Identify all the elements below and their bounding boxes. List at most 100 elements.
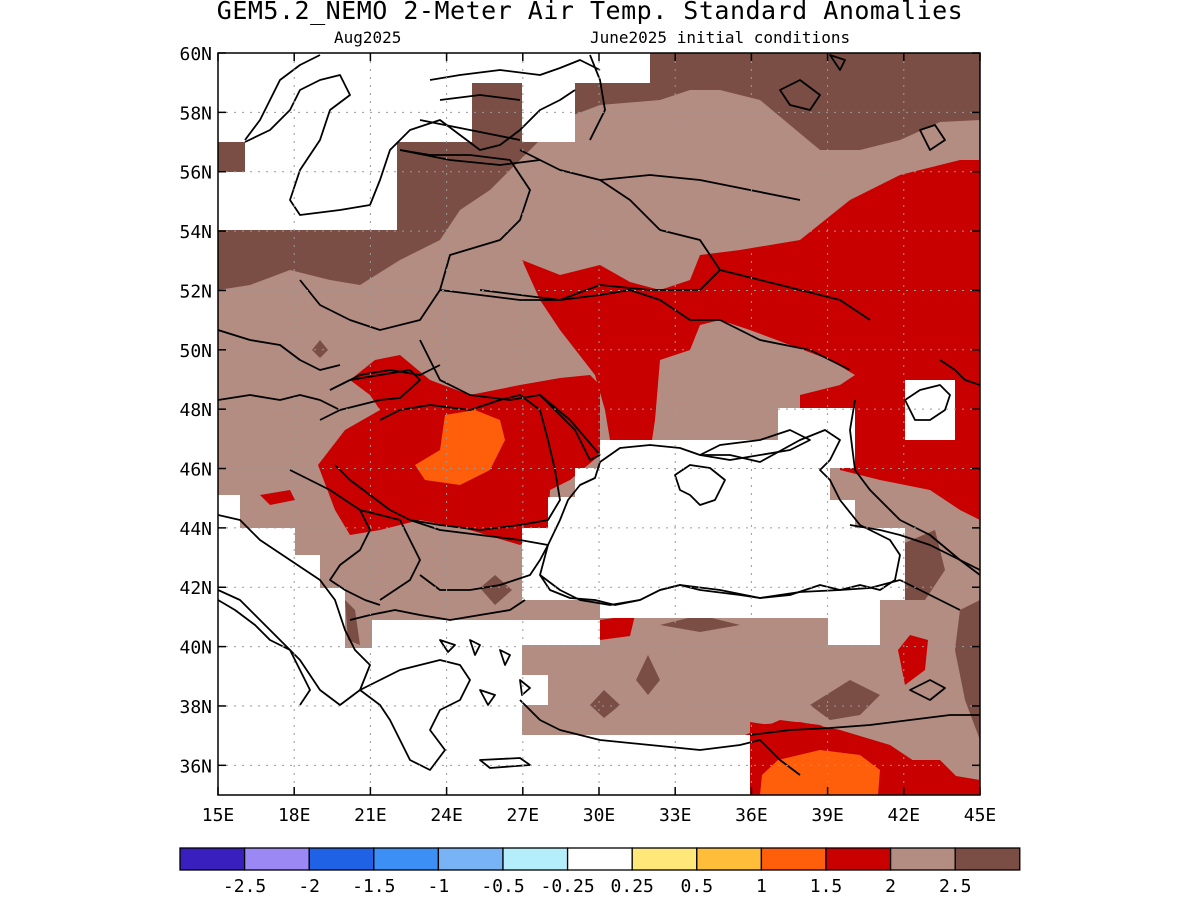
x-tick-label: 15E [202, 805, 235, 826]
masked-region-baltic-north [472, 53, 650, 142]
legend-swatch [696, 847, 763, 871]
anomaly-region-dark-small-3 [636, 655, 660, 695]
legend-swatch [243, 847, 310, 871]
forecast-month: Aug2025 [334, 28, 402, 47]
map-area [218, 53, 980, 795]
legend-swatch [631, 847, 698, 871]
border-hungary [319, 369, 421, 421]
y-tick-label: 50N [179, 341, 212, 362]
x-axis: 15E 18E 21E 24E 27E 30E 33E 36E 39E 42E 45E [202, 53, 997, 826]
legend-label: -0.5 [481, 876, 524, 897]
legend-swatch [179, 847, 246, 871]
border-balkans [289, 469, 381, 606]
legend-swatch [502, 847, 569, 871]
anomaly-region-dark-small-4 [590, 690, 620, 718]
masked-region-adriatic-coast [218, 588, 345, 620]
y-tick-label: 38N [179, 697, 212, 718]
border-slovakia [329, 364, 441, 391]
border-ukraine-south [419, 339, 601, 456]
border-greece-north [349, 599, 526, 621]
anomaly-region-orange-syria [760, 750, 880, 795]
anomaly-region-dark-small-1 [312, 340, 328, 358]
masked-region-aegean [218, 495, 750, 795]
border-austria [218, 394, 341, 411]
legend-label: 2.5 [939, 876, 972, 897]
y-tick-label: 48N [179, 400, 212, 421]
masked-region-scandinavia [218, 53, 472, 230]
coastline-italy [218, 599, 311, 706]
color-legend: -2.5 -2 -1.5 -1 -0.5 -0.25 0.25 0.5 1 1.5 2 2.5 [179, 847, 1021, 897]
border-russia-west [599, 174, 871, 321]
border-turkey-east [849, 399, 980, 576]
anomaly-region-orange-hungary [415, 410, 505, 485]
border-syria [749, 714, 980, 736]
x-tick-label: 24E [430, 805, 463, 826]
legend-swatch [760, 847, 827, 871]
y-tick-label: 56N [179, 163, 212, 184]
border-serbia [359, 509, 421, 601]
masked-region-black-sea [522, 408, 905, 645]
x-tick-label: 27E [507, 805, 540, 826]
coastline-greece [359, 659, 471, 771]
legend-label: -1.5 [352, 876, 395, 897]
border-ukraine-north [439, 289, 851, 371]
legend-label: 1.5 [810, 876, 843, 897]
border-czech [218, 329, 341, 371]
initial-conditions: June2025 initial conditions [590, 28, 851, 47]
legend-swatch [566, 847, 633, 871]
border-georgia [849, 524, 980, 571]
y-tick-label: 42N [179, 578, 212, 599]
coastline-crimea [674, 464, 726, 506]
legend-swatch [825, 847, 892, 871]
x-tick-label: 30E [583, 805, 616, 826]
coastline-gulf-finland [429, 59, 601, 81]
x-tick-label: 36E [735, 805, 768, 826]
legend-swatch [889, 847, 956, 871]
legend-swatch [308, 847, 375, 871]
y-axis: 36N 38N 40N 42N 44N 46N 48N 50N 52N 54N 56N 58N 60N [179, 44, 980, 777]
y-tick-label: 52N [179, 281, 212, 302]
legend-label: -2 [298, 876, 320, 897]
legend-label: 0.25 [611, 876, 654, 897]
y-tick-label: 44N [179, 519, 212, 540]
x-tick-label: 18E [278, 805, 311, 826]
border-romania [334, 394, 561, 531]
border-baltic-states [399, 94, 541, 166]
legend-swatch [437, 847, 504, 871]
y-tick-label: 60N [179, 44, 212, 65]
legend-swatch [954, 847, 1021, 871]
border-russia-kazakh [939, 359, 980, 386]
coastline-baltic [244, 74, 576, 216]
y-tick-label: 46N [179, 460, 212, 481]
anomaly-region-red-ukraine [522, 160, 980, 795]
border-moldova [539, 394, 601, 461]
legend-label: 2 [885, 876, 896, 897]
y-tick-label: 58N [179, 103, 212, 124]
anomaly-region-dark-adriatic [345, 600, 360, 645]
coastlines-and-borders [218, 54, 980, 776]
legend-label: -1 [428, 876, 450, 897]
coastline-turkey-north [539, 574, 901, 606]
x-tick-label: 42E [888, 805, 921, 826]
anomaly-region-dark-east-edge [955, 600, 980, 740]
anomaly-region-dark-small-2 [480, 575, 512, 605]
masked-region-turkey-gap [828, 618, 880, 645]
chart-title: GEM5.2_NEMO 2-Meter Air Temp. Standard A… [216, 0, 964, 25]
border-finland [589, 54, 606, 141]
coastline-turkey-south [519, 699, 801, 776]
coastline-caspian [904, 384, 951, 421]
coastline-lake-van [909, 679, 946, 701]
anomaly-region-red-small-3 [898, 635, 928, 685]
anomaly-region-dark-small-5 [660, 615, 740, 632]
x-tick-label: 39E [811, 805, 844, 826]
legend-label: 1 [756, 876, 767, 897]
x-tick-label: 45E [964, 805, 997, 826]
legend-label: -2.5 [223, 876, 266, 897]
border-bulgaria [409, 519, 549, 591]
legend-label: 0.5 [681, 876, 714, 897]
legend-label: -0.25 [541, 876, 595, 897]
border-armenia [899, 579, 961, 611]
y-tick-label: 54N [179, 222, 212, 243]
coastline-aegean-islands [439, 639, 531, 769]
